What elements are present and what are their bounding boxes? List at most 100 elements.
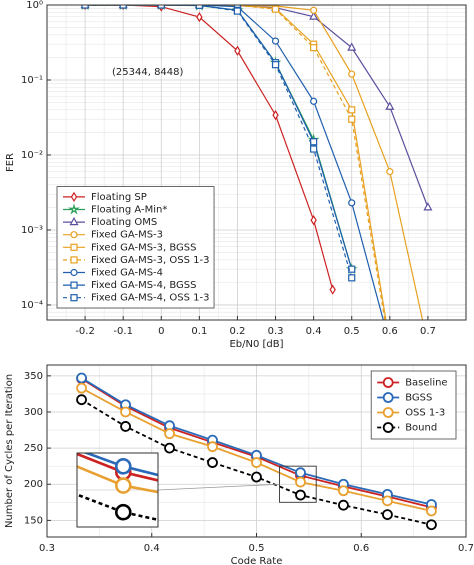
- marker: [387, 341, 393, 347]
- marker: [382, 495, 393, 507]
- marker: [271, 61, 280, 69]
- x-tick-label: 0.7: [420, 326, 436, 337]
- series-line: [85, 5, 353, 278]
- marker: [310, 6, 318, 14]
- y-tick-label: 10⁻¹: [21, 75, 43, 86]
- marker: [272, 109, 279, 121]
- y-tick-label: 10⁻⁴: [21, 300, 43, 311]
- x-axis-label: Code Rate: [231, 556, 283, 565]
- x-tick-label: 0.5: [344, 326, 360, 337]
- legend-label: Fixed GA-MS-3: [91, 230, 163, 241]
- marker: [387, 347, 393, 353]
- marker: [234, 45, 241, 56]
- marker: [211, 526, 225, 540]
- marker: [196, 11, 203, 23]
- plot-area: [76, 372, 437, 531]
- legend-marker: [70, 191, 78, 203]
- marker: [329, 284, 336, 295]
- marker: [76, 382, 87, 394]
- legend-marker: [70, 243, 78, 251]
- x-axis-label: Eb/N0 [dB]: [229, 339, 283, 350]
- marker: [233, 7, 242, 15]
- legend-marker: [382, 407, 394, 418]
- marker: [271, 37, 280, 45]
- marker: [425, 341, 431, 347]
- marker: [19, 427, 33, 441]
- plot-frame: [46, 4, 467, 321]
- legend-marker: [70, 268, 78, 277]
- marker: [207, 441, 218, 453]
- legend-label: Fixed GA-MS-3, OSS 1-3: [91, 255, 209, 266]
- legend-marker: [382, 422, 394, 433]
- y-tick-label: 10⁻²: [21, 150, 43, 161]
- marker: [338, 499, 349, 511]
- x-tick-label: 0.6: [382, 326, 398, 337]
- marker: [114, 458, 132, 475]
- x-tick-label: 0.3: [268, 326, 284, 337]
- legend-label: OSS 1-3: [405, 408, 445, 419]
- marker: [308, 504, 322, 518]
- marker: [348, 274, 356, 282]
- legend-label: Fixed GA-MS-3, BGSS: [91, 242, 197, 253]
- marker: [348, 70, 356, 78]
- legend-label: Bound: [405, 423, 437, 434]
- marker: [406, 524, 420, 538]
- x-tick-label: -0.2: [75, 326, 95, 337]
- inset-area: [19, 424, 420, 559]
- marker: [120, 406, 131, 418]
- y-axis-label: Number of Cycles per Iteration: [4, 374, 15, 528]
- legend-marker: [70, 294, 78, 302]
- inset-line: [77, 453, 158, 482]
- marker: [348, 106, 356, 114]
- legend-marker: [70, 281, 78, 289]
- x-tick-label: 0.6: [353, 543, 369, 554]
- zoom-connector: [157, 483, 280, 491]
- marker: [295, 467, 306, 479]
- marker: [120, 421, 131, 432]
- x-tick-label: 0.1: [191, 326, 207, 337]
- y-tick-label: 150: [24, 515, 43, 526]
- x-tick-label: 0.5: [249, 543, 265, 554]
- x-tick-label: 0.4: [306, 326, 322, 337]
- marker: [308, 517, 322, 531]
- marker: [308, 545, 322, 559]
- marker: [386, 168, 394, 176]
- y-tick-label: 10⁻³: [21, 225, 43, 236]
- marker: [382, 509, 393, 520]
- legend-label: Floating A-Min*: [91, 205, 167, 216]
- legend-marker: [70, 256, 78, 264]
- marker: [423, 202, 433, 211]
- y-tick-label: 300: [24, 407, 43, 418]
- legend-label: Floating SP: [91, 192, 147, 203]
- y-tick-label: 250: [24, 443, 43, 454]
- x-tick-label: -0.1: [113, 326, 133, 337]
- marker: [348, 115, 356, 123]
- marker: [426, 505, 437, 517]
- annotation: (25344, 8448): [112, 67, 184, 78]
- marker: [310, 145, 318, 153]
- marker: [81, 5, 89, 9]
- x-tick-label: 0.3: [39, 543, 55, 554]
- marker: [271, 5, 280, 13]
- legend-label: Fixed GA-MS-4, OSS 1-3: [91, 293, 209, 304]
- marker: [338, 485, 349, 497]
- marker: [207, 457, 218, 468]
- marker: [310, 138, 318, 146]
- marker: [76, 372, 87, 384]
- marker: [309, 11, 319, 20]
- legend-label: Fixed GA-MS-4, BGSS: [91, 280, 197, 291]
- marker: [348, 199, 356, 207]
- marker: [406, 538, 420, 552]
- marker: [387, 341, 393, 347]
- marker: [19, 424, 33, 438]
- marker: [114, 503, 132, 521]
- marker: [251, 457, 262, 468]
- legend-label: Fixed GA-MS-4: [91, 268, 163, 279]
- inset-frame: [76, 452, 159, 528]
- marker: [310, 215, 317, 226]
- legend-marker: [69, 216, 79, 226]
- marker: [157, 5, 165, 9]
- x-tick-label: 0.2: [230, 326, 246, 337]
- legend-marker: [382, 392, 394, 403]
